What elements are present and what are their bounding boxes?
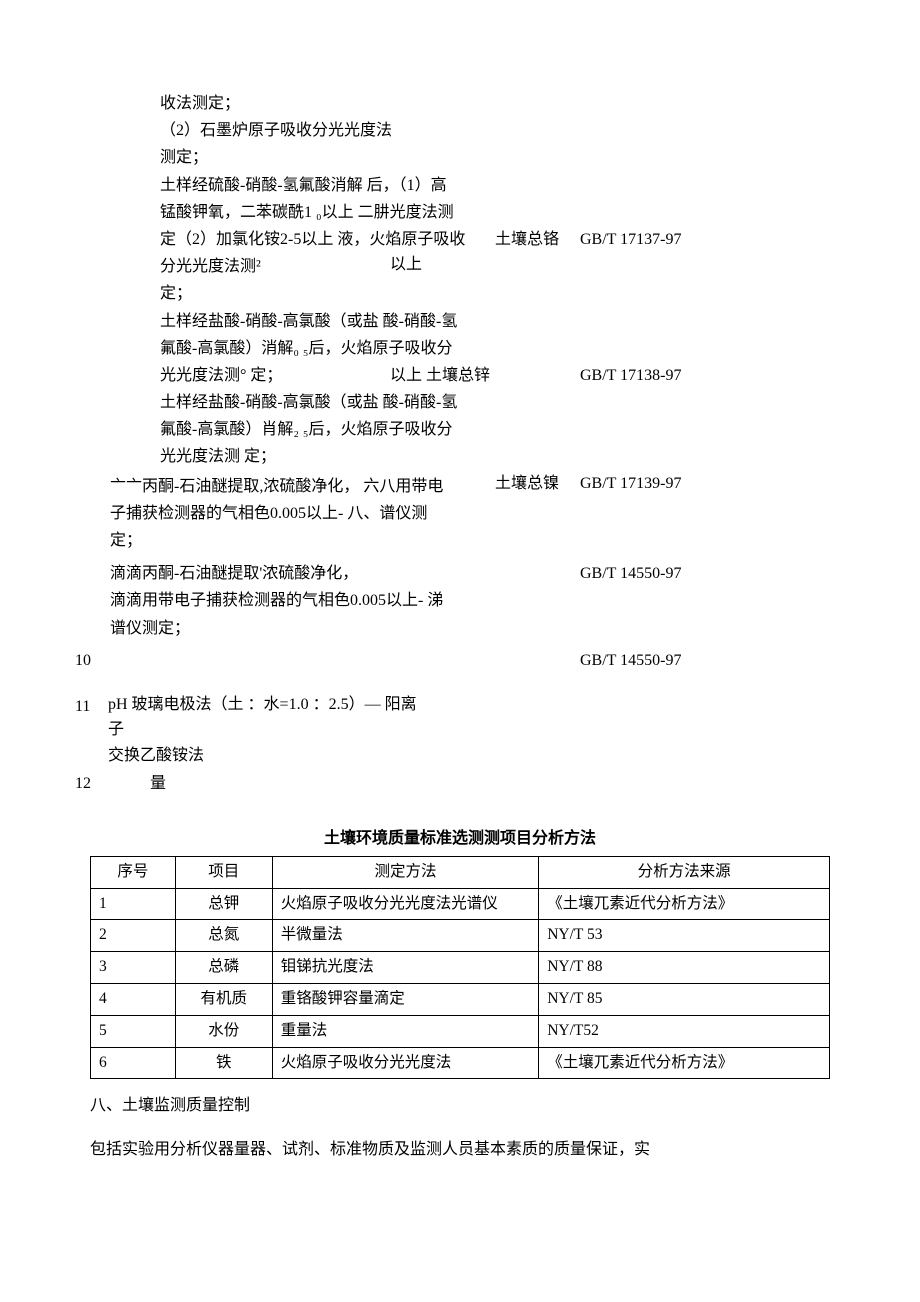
cell-source: NY/T 85 (539, 983, 830, 1015)
text-block-3: 滴滴丙酮-石油醚提取'浓硫酸净化， GB/T 14550-97 滴滴用带电子捕获… (110, 560, 830, 642)
line: 收法测定； (160, 90, 830, 117)
row-number: 10 (75, 648, 91, 674)
line: 子捕获检测器的气相色0.005以上- 八、谱仪测 (110, 500, 830, 527)
label-above: 以上 (390, 251, 422, 278)
cell-seq: 5 (91, 1015, 176, 1047)
cell-seq: 6 (91, 1047, 176, 1079)
line: pH 玻璃电极法（土 ：水=1.0 ：2.5）— 阳离 (108, 692, 830, 718)
label-code: GB/T 14550-97 (580, 648, 681, 674)
label-code: GB/T 14550-97 (580, 560, 681, 587)
cell-project: 总钾 (175, 888, 272, 920)
label-code: GB/T 17139-97 (580, 470, 681, 497)
row-number: 11 (75, 694, 90, 720)
line: 氟酸-高氯酸）肖解₂ ₅后，火焰原子吸收分 (160, 416, 830, 443)
header-source: 分析方法来源 (539, 856, 830, 888)
line: 滴滴丙酮-石油醚提取'浓硫酸净化， (110, 565, 358, 582)
section-heading: 八、土壤监测质量控制 (90, 1093, 830, 1119)
body-paragraph: 包括实验用分析仪器量器、试剂、标准物质及监测人员基本素质的质量保证，实 (90, 1135, 830, 1165)
cell-source: NY/T52 (539, 1015, 830, 1047)
cell-project: 水份 (175, 1015, 272, 1047)
line: 定； (160, 280, 830, 307)
table-title: 土壤环境质量标准选测测项目分析方法 (90, 826, 830, 852)
cell-project: 铁 (175, 1047, 272, 1079)
line: 交换乙酸铵法 (108, 743, 830, 769)
cell-seq: 2 (91, 920, 176, 952)
line: 滴滴用带电子捕获检测器的气相色0.005以上- 涕 (110, 587, 830, 614)
line: 氟酸-高氯酸）消解₀ ₅后，火焰原子吸收分 (160, 335, 830, 362)
cell-method: 火焰原子吸收分光光度法光谱仪 (272, 888, 539, 920)
cell-method: 火焰原子吸收分光光度法 (272, 1047, 539, 1079)
text-block-1: 收法测定； （2）石墨炉原子吸收分光光度法 测定； 土样经硫酸-硝酸-氢氟酸消解… (160, 90, 830, 471)
row-11: 11 pH 玻璃电极法（土 ：水=1.0 ：2.5）— 阳离 子 交换乙酸铵法 (160, 692, 830, 769)
label-soil-chromium: 土壤总铬 (495, 226, 559, 253)
line: 亠亠丙酮-石油醚提取,浓硫酸净化， 六八用带电 (110, 478, 443, 495)
header-seq: 序号 (91, 856, 176, 888)
line: 分光光度法测² (160, 258, 261, 275)
header-project: 项目 (175, 856, 272, 888)
cell-seq: 4 (91, 983, 176, 1015)
cell-method: 钼锑抗光度法 (272, 952, 539, 984)
cell-seq: 1 (91, 888, 176, 920)
cell-seq: 3 (91, 952, 176, 984)
text-block-2: 亠亠丙酮-石油醚提取,浓硫酸净化， 六八用带电 土壤总镍 GB/T 17139-… (110, 473, 830, 555)
line: 测定； (160, 144, 830, 171)
line: 土样经盐酸-硝酸-高氯酸（或盐 酸-硝酸-氢 (160, 308, 830, 335)
line: 土样经硫酸-硝酸-氢氟酸消解 后，（1）高 (160, 172, 830, 199)
cell-project: 有机质 (175, 983, 272, 1015)
label-code: GB/T 17137-97 (580, 226, 681, 253)
cell-method: 重铬酸钾容量滴定 (272, 983, 539, 1015)
cell-source: 《土壤兀素近代分析方法》 (539, 1047, 830, 1079)
cell-source: NY/T 88 (539, 952, 830, 984)
line: 定（2）加氯化铵2-5以上 液，火焰原子吸收 (160, 231, 465, 248)
cell-project: 总磷 (175, 952, 272, 984)
cell-method: 半微量法 (272, 920, 539, 952)
table-row: 4 有机质 重铬酸钾容量滴定 NY/T 85 (91, 983, 830, 1015)
line: （2）石墨炉原子吸收分光光度法 (160, 117, 830, 144)
table-row: 5 水份 重量法 NY/T52 (91, 1015, 830, 1047)
cell-method: 重量法 (272, 1015, 539, 1047)
table-row: 2 总氮 半微量法 NY/T 53 (91, 920, 830, 952)
label-soil-nickel: 土壤总镍 (495, 470, 559, 497)
line: 量 (150, 775, 166, 792)
cell-source: 《土壤兀素近代分析方法》 (539, 888, 830, 920)
table-row: 3 总磷 钼锑抗光度法 NY/T 88 (91, 952, 830, 984)
header-method: 测定方法 (272, 856, 539, 888)
label-code: GB/T 17138-97 (580, 362, 681, 389)
table-row: 1 总钾 火焰原子吸收分光光度法光谱仪 《土壤兀素近代分析方法》 (91, 888, 830, 920)
analysis-methods-table: 序号 项目 测定方法 分析方法来源 1 总钾 火焰原子吸收分光光度法光谱仪 《土… (90, 856, 830, 1080)
table-header-row: 序号 项目 测定方法 分析方法来源 (91, 856, 830, 888)
cell-project: 总氮 (175, 920, 272, 952)
row-number: 12 (75, 771, 91, 797)
line: 土样经盐酸-硝酸-高氯酸（或盐 酸-硝酸-氢 (160, 389, 830, 416)
line: 谱仪测定； (110, 615, 830, 642)
line: 锰酸钾氧，二苯碳酰1 ₀以上 二肼光度法测 (160, 199, 830, 226)
line: 子 (108, 717, 830, 743)
upper-text-section: 收法测定； （2）石墨炉原子吸收分光光度法 测定； 土样经硫酸-硝酸-氢氟酸消解… (160, 90, 830, 796)
row-12: 12 量 (160, 771, 830, 797)
table-row: 6 铁 火焰原子吸收分光光度法 《土壤兀素近代分析方法》 (91, 1047, 830, 1079)
line: 定； (110, 527, 830, 554)
line: 光光度法测° 定； (160, 367, 282, 384)
label-soil-zinc: 以上 土壤总锌 (390, 362, 490, 389)
row-10: 10 GB/T 14550-97 (160, 648, 830, 674)
cell-source: NY/T 53 (539, 920, 830, 952)
line: 光光度法测 定； (160, 443, 830, 470)
